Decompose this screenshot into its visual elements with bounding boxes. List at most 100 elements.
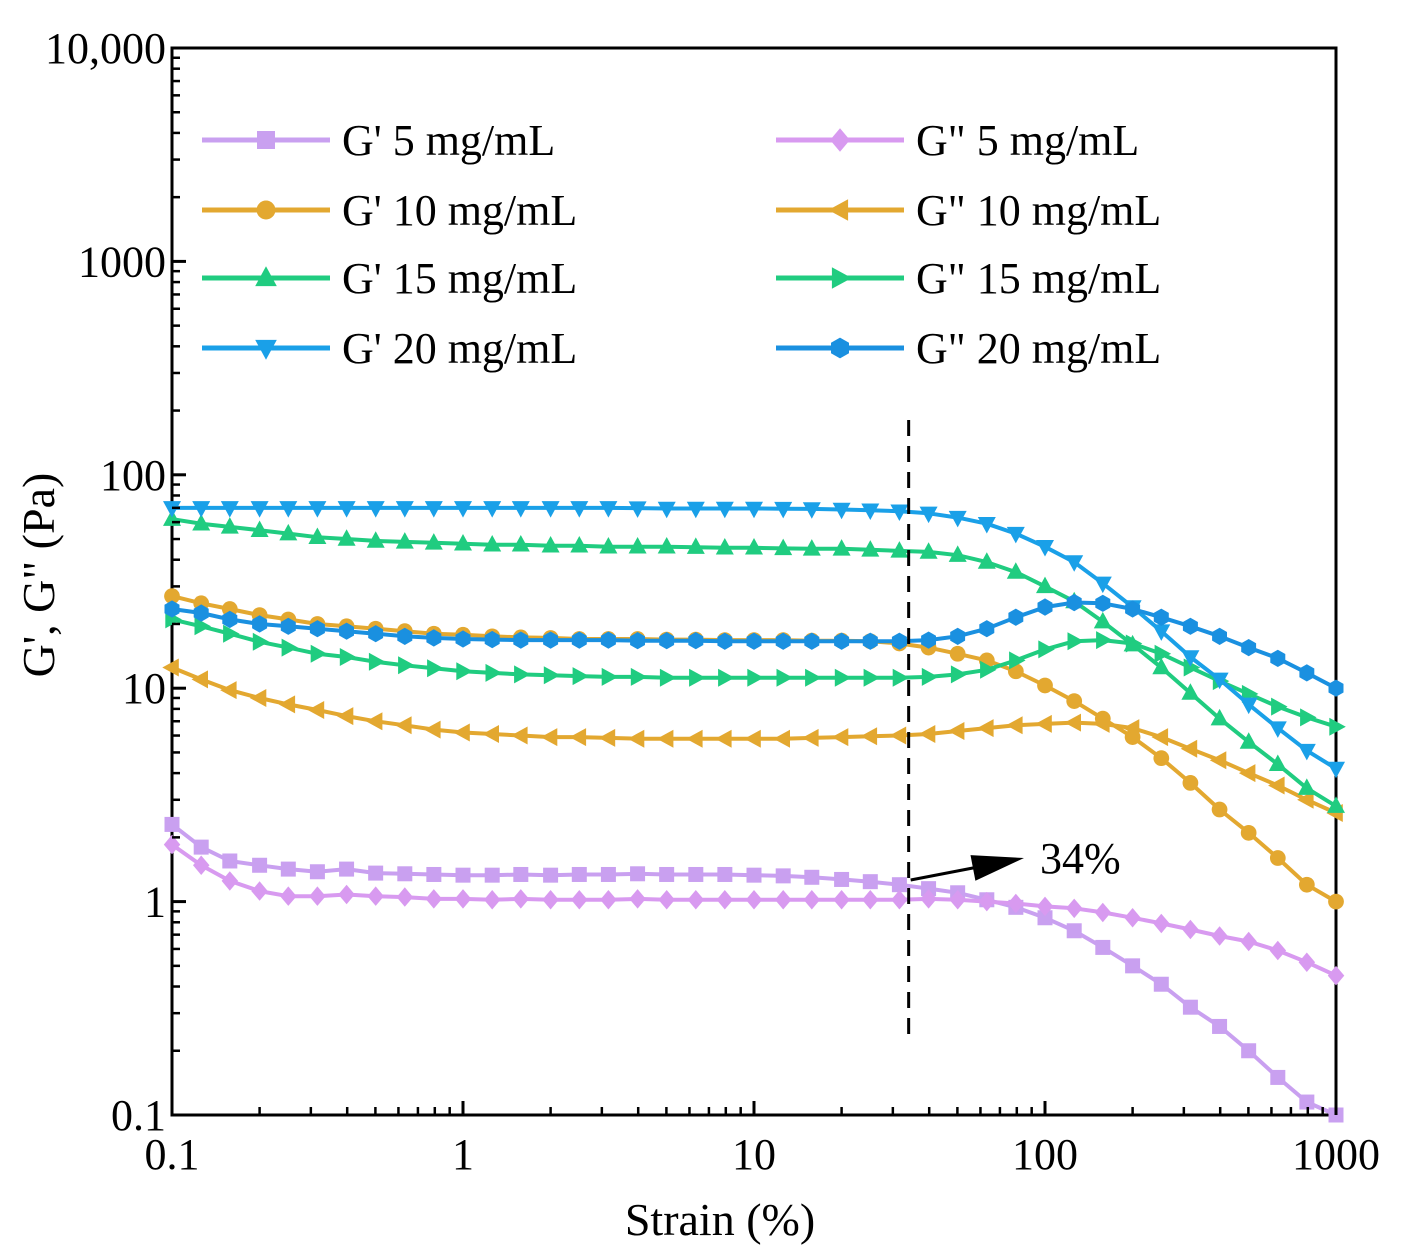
data-point xyxy=(1036,540,1054,557)
data-point xyxy=(1268,721,1287,738)
data-point xyxy=(540,728,558,747)
data-point xyxy=(1066,898,1083,919)
data-point xyxy=(744,729,761,748)
data-point xyxy=(1239,697,1258,715)
data-point xyxy=(456,662,473,681)
data-point xyxy=(366,501,385,518)
data-point xyxy=(832,539,851,556)
data-point xyxy=(308,501,327,518)
annotation-arrow-shaft xyxy=(910,865,981,882)
data-point xyxy=(541,536,560,553)
data-point xyxy=(222,610,238,629)
data-point xyxy=(1096,631,1113,650)
legend-item: G' 15 mg/mL xyxy=(202,254,577,303)
data-point xyxy=(1212,1018,1228,1034)
data-point xyxy=(511,501,530,518)
data-point xyxy=(862,874,878,890)
data-point xyxy=(715,501,734,519)
x-tick-label: 1000 xyxy=(1292,1130,1380,1179)
data-point xyxy=(193,604,209,622)
data-point xyxy=(163,501,181,518)
data-point xyxy=(424,533,443,550)
data-point xyxy=(251,881,268,901)
data-point xyxy=(309,886,326,906)
data-point xyxy=(658,890,675,910)
data-point xyxy=(745,538,763,555)
data-point xyxy=(776,668,793,687)
data-point xyxy=(600,890,617,910)
data-point xyxy=(1210,708,1229,726)
legend-marker xyxy=(828,199,849,221)
series-4 xyxy=(162,658,1343,822)
data-point xyxy=(746,867,762,883)
data-point xyxy=(543,631,559,649)
data-point xyxy=(834,668,852,687)
data-point xyxy=(308,527,327,544)
data-point xyxy=(863,668,881,687)
data-point xyxy=(1093,714,1110,733)
legend-item: G' 20 mg/mL xyxy=(202,324,577,373)
data-point xyxy=(802,728,819,747)
data-point xyxy=(774,501,793,519)
data-point xyxy=(1037,910,1053,926)
data-point xyxy=(949,890,966,910)
series-8 xyxy=(164,593,1344,697)
data-point xyxy=(1008,608,1024,626)
legend-label: G" 20 mg/mL xyxy=(916,324,1161,373)
annotation-arrow-head xyxy=(970,855,1024,881)
y-tick-label: 10,000 xyxy=(45,24,166,73)
data-point xyxy=(514,665,531,684)
data-point xyxy=(396,887,414,907)
data-point xyxy=(336,707,354,726)
data-point xyxy=(482,725,499,743)
data-point xyxy=(891,890,908,910)
data-point xyxy=(686,501,705,519)
data-point xyxy=(889,726,907,745)
data-point xyxy=(1153,750,1170,767)
data-point xyxy=(1298,952,1316,972)
data-point xyxy=(541,501,560,518)
data-point xyxy=(805,668,822,687)
data-point xyxy=(803,890,821,910)
legend-label: G' 20 mg/mL xyxy=(342,324,577,373)
data-point xyxy=(1036,576,1054,594)
data-point xyxy=(1182,999,1198,1015)
data-point xyxy=(804,869,820,885)
data-point xyxy=(366,531,385,548)
data-point xyxy=(1181,683,1200,700)
data-point xyxy=(252,857,268,873)
data-point xyxy=(746,632,762,650)
data-point xyxy=(978,891,996,912)
data-point xyxy=(718,668,735,687)
legend-label: G' 15 mg/mL xyxy=(342,254,577,303)
data-point xyxy=(427,659,444,678)
data-point xyxy=(398,656,415,675)
data-point xyxy=(571,866,587,882)
data-point xyxy=(686,729,703,748)
data-point xyxy=(802,539,821,556)
data-point xyxy=(686,537,705,554)
data-point xyxy=(1007,893,1025,914)
data-point xyxy=(1297,778,1316,795)
data-point xyxy=(367,886,384,906)
legend-label: G" 5 mg/mL xyxy=(916,116,1139,165)
data-point xyxy=(775,632,791,650)
data-point xyxy=(339,622,354,640)
data-point xyxy=(1067,632,1084,651)
data-point xyxy=(221,871,239,891)
data-point xyxy=(599,501,618,518)
data-point xyxy=(921,631,936,649)
data-point xyxy=(1241,639,1257,657)
y-axis-label: G', G" (Pa) xyxy=(13,473,64,678)
data-point xyxy=(687,890,705,910)
data-point xyxy=(1006,716,1023,735)
data-point xyxy=(1328,893,1344,910)
data-point xyxy=(310,644,328,663)
data-point xyxy=(309,620,325,638)
data-point xyxy=(543,867,559,883)
data-point xyxy=(1211,801,1228,818)
legend-label: G" 10 mg/mL xyxy=(916,186,1161,235)
data-point xyxy=(511,535,530,552)
data-point xyxy=(892,668,910,687)
data-point xyxy=(1154,644,1172,663)
